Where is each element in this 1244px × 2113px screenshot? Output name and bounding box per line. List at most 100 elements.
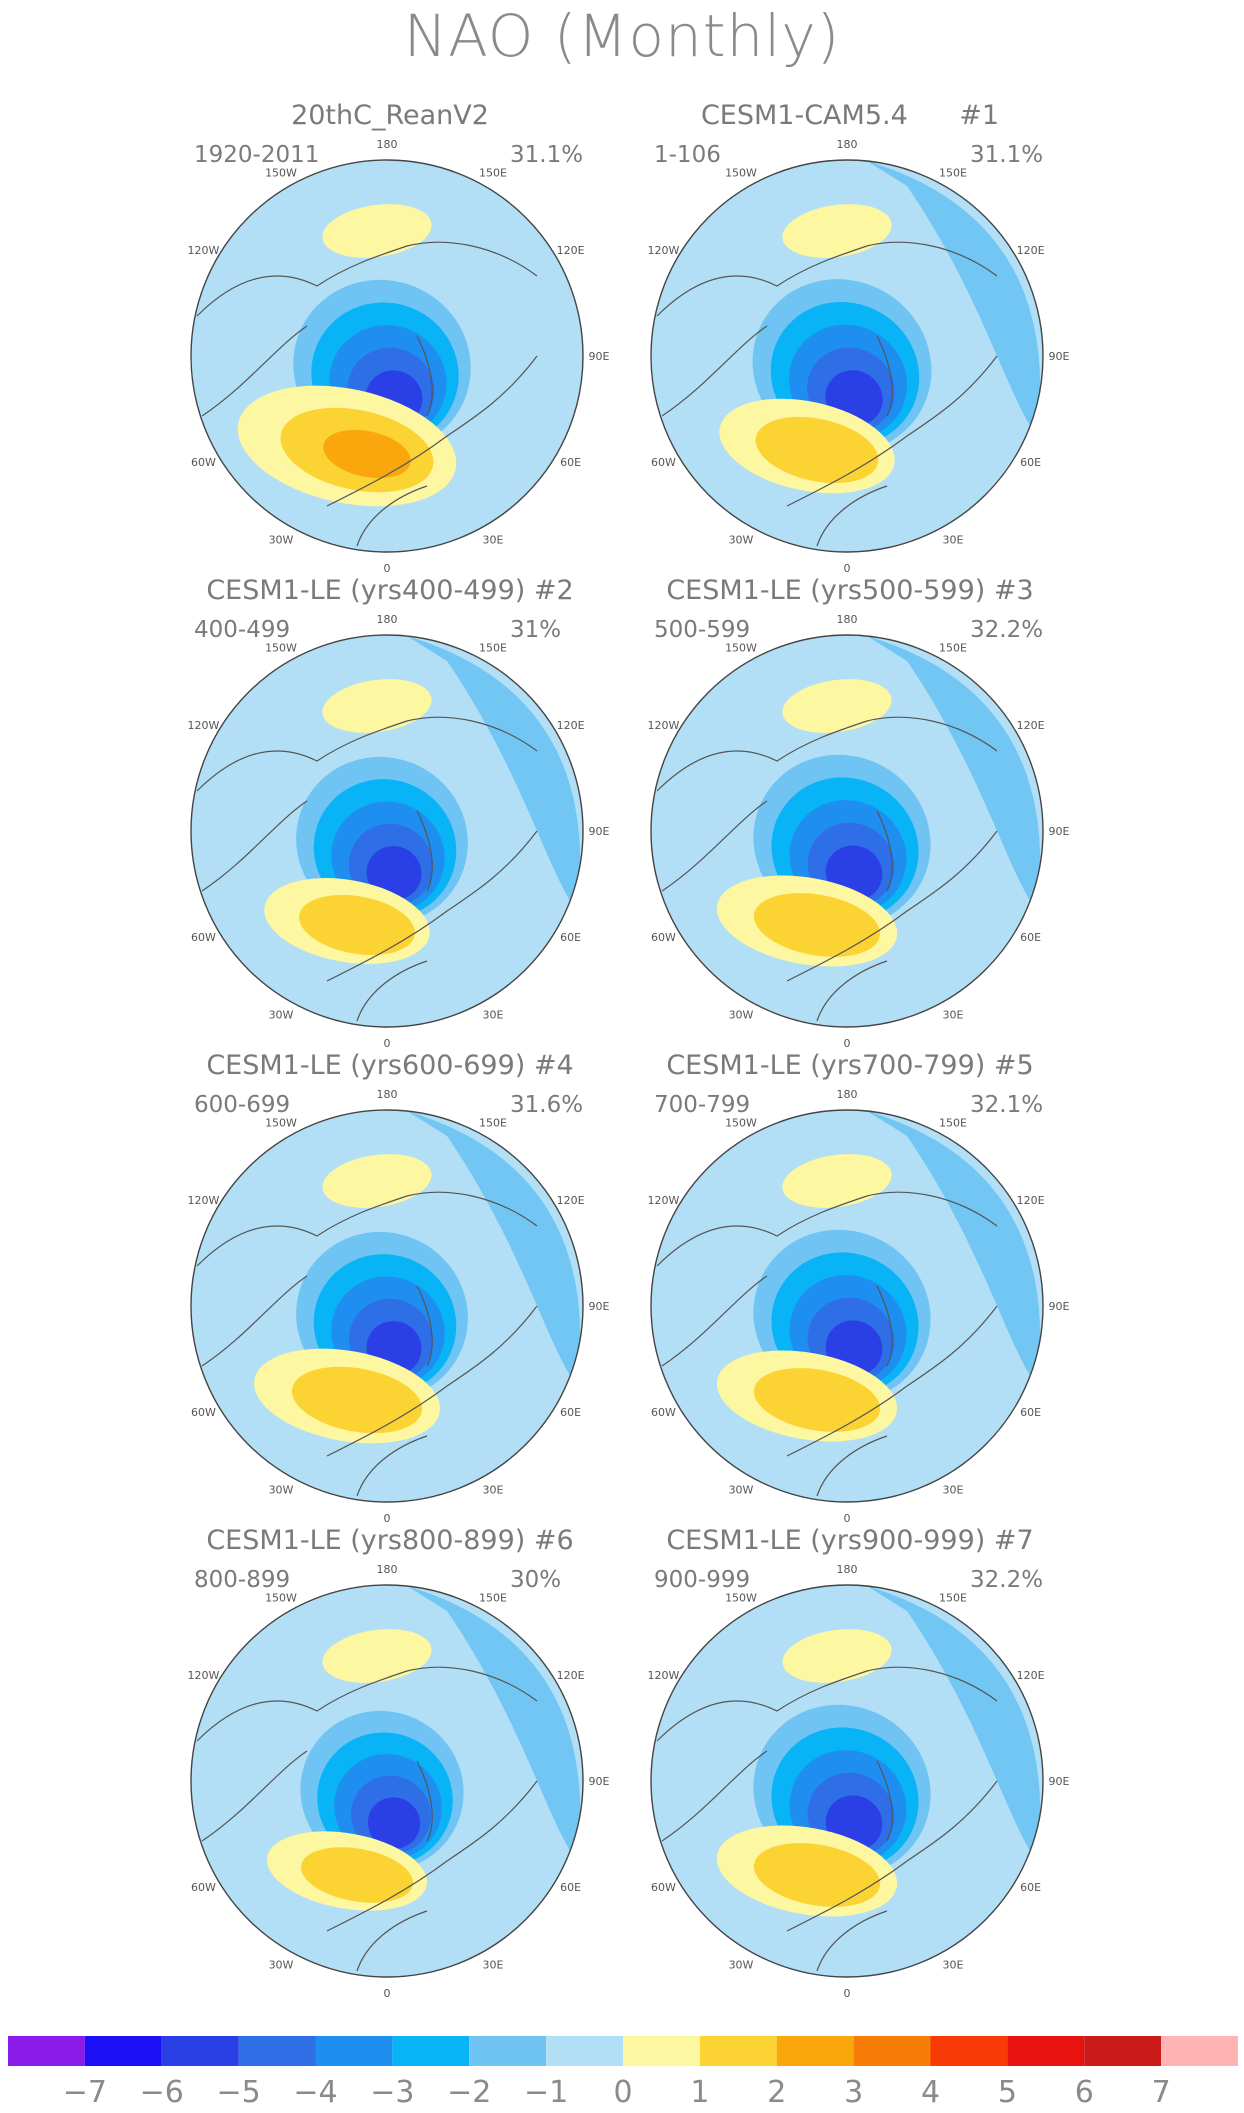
pacific-positive-center xyxy=(322,1629,432,1683)
atlantic-positive-contour xyxy=(753,1843,881,1907)
longitude-label: 120W xyxy=(187,244,219,257)
coastline xyxy=(326,1780,538,1932)
map-panel: 180 150E 120E 90E 60E 30E 0 30W 60W 90W 120W 150W CE… xyxy=(187,575,750,1050)
longitude-label: 60E xyxy=(1020,1881,1041,1894)
map-boundary xyxy=(190,1584,584,1978)
map-panel: 180 150E 120E 90E 60E 30E 0 30W 60W 90W 120W 150W CE… xyxy=(647,1525,1210,2000)
coastline xyxy=(326,1305,538,1457)
longitude-label: 150W xyxy=(725,166,757,179)
longitude-label: 60W xyxy=(191,1881,216,1894)
coastline xyxy=(356,1910,428,1972)
coastline xyxy=(786,355,998,507)
longitude-label: 90E xyxy=(589,350,610,363)
coastline xyxy=(416,1285,433,1367)
longitude-label: 120W xyxy=(647,1194,679,1207)
longitude-label: 180 xyxy=(837,1088,858,1101)
polar-map: 180 150E 120E 90E 60E 30E 0 30W 60W 90W 120W 150W xyxy=(187,1088,610,1525)
coastline xyxy=(326,355,538,507)
colorbar-tick-label: 5 xyxy=(998,2075,1017,2106)
colorbar-swatch xyxy=(469,2036,547,2066)
longitude-label: 60E xyxy=(560,1406,581,1419)
colorbar-swatch xyxy=(8,2036,85,2066)
colorbar-swatch xyxy=(546,2036,623,2066)
coastline xyxy=(326,830,538,982)
colorbar-swatch xyxy=(776,2036,854,2066)
longitude-label: 30W xyxy=(729,534,754,547)
coastline xyxy=(656,1666,998,1742)
polar-map: 180 150E 120E 90E 60E 30E 0 30W 60W 90W 120W 150W xyxy=(187,1563,610,2000)
longitude-label: 120E xyxy=(557,719,585,732)
longitude-label: 30E xyxy=(943,1009,964,1022)
colorbar-tick-label: −7 xyxy=(63,2075,107,2106)
longitude-label: 90W xyxy=(187,350,188,363)
map-boundary xyxy=(190,1109,584,1503)
colorbar-swatch xyxy=(623,2036,700,2066)
longitude-label: 120W xyxy=(187,719,219,732)
longitude-label: 90W xyxy=(187,1775,188,1788)
pacific-positive-center xyxy=(782,1629,892,1683)
colorbar-tick-label: −5 xyxy=(217,2075,261,2106)
panel-title: CESM1-LE (yrs700-799) #5 xyxy=(666,1050,1034,1081)
coastline xyxy=(876,810,893,892)
panel-variance-percent: 30% xyxy=(510,1567,562,1593)
longitude-label: 120E xyxy=(1017,1669,1045,1682)
pacific-positive-center xyxy=(782,679,892,733)
colorbar-swatch xyxy=(1084,2036,1162,2066)
panel-title: CESM1-LE (yrs800-899) #6 xyxy=(206,1525,574,1556)
longitude-label: 180 xyxy=(377,138,398,151)
longitude-label: 30W xyxy=(269,1959,294,1972)
panel-variance-percent: 31.1% xyxy=(510,142,584,168)
longitude-label: 90E xyxy=(1049,350,1070,363)
longitude-label: 150W xyxy=(265,166,297,179)
arctic-negative-contour xyxy=(366,846,422,900)
panel-years: 1-106 xyxy=(654,142,721,168)
longitude-label: 180 xyxy=(377,613,398,626)
panel-years: 800-899 xyxy=(194,1567,291,1593)
longitude-label: 120W xyxy=(187,1669,219,1682)
colorbar-swatch xyxy=(699,2036,777,2066)
coastline xyxy=(661,800,768,892)
longitude-label: 180 xyxy=(837,1563,858,1576)
map-panel: 180 150E 120E 90E 60E 30E 0 30W 60W 90W 120W 150W 20… xyxy=(187,100,750,575)
atlantic-positive-contour xyxy=(755,416,879,484)
coastline xyxy=(816,1910,888,1972)
coastline xyxy=(661,1275,768,1367)
coastline xyxy=(201,1275,308,1367)
panel-variance-percent: 32.1% xyxy=(970,1092,1044,1118)
longitude-label: 0 xyxy=(844,562,851,575)
longitude-label: 150E xyxy=(479,1591,507,1604)
longitude-label: 180 xyxy=(377,1088,398,1101)
pacific-positive-center xyxy=(322,1154,432,1208)
coastline xyxy=(196,1666,538,1742)
coastline xyxy=(786,1780,998,1932)
colorbar-tick-label: 0 xyxy=(613,2075,632,2106)
colorbar-swatch xyxy=(161,2036,239,2066)
longitude-label: 150W xyxy=(265,1591,297,1604)
longitude-label: 60W xyxy=(191,456,216,469)
coastline xyxy=(786,830,998,982)
panel-years: 700-799 xyxy=(654,1092,751,1118)
longitude-label: 0 xyxy=(384,1512,391,1525)
colorbar-tick-label: −3 xyxy=(370,2075,414,2106)
coastline xyxy=(356,1435,428,1497)
longitude-label: 120W xyxy=(187,1194,219,1207)
page-title: NAO (Monthly) xyxy=(403,2,841,70)
longitude-label: 90E xyxy=(1049,825,1070,838)
colorbar-tick-label: 4 xyxy=(921,2075,940,2106)
atlantic-positive-contour xyxy=(299,894,415,956)
colorbar-tick-label: 3 xyxy=(844,2075,863,2106)
longitude-label: 0 xyxy=(384,562,391,575)
coastline xyxy=(661,1750,768,1842)
coastline xyxy=(201,800,308,892)
atlantic-positive-contour xyxy=(291,1366,423,1434)
colorbar-tick-label: 6 xyxy=(1075,2075,1094,2106)
panel-title: CESM1-LE (yrs900-999) #7 xyxy=(666,1525,1034,1556)
longitude-label: 30E xyxy=(483,1959,504,1972)
longitude-label: 30W xyxy=(269,1009,294,1022)
longitude-label: 60W xyxy=(191,1406,216,1419)
panel-years: 400-499 xyxy=(194,617,291,643)
longitude-label: 60W xyxy=(651,1406,676,1419)
longitude-label: 60W xyxy=(651,456,676,469)
longitude-label: 60W xyxy=(651,1881,676,1894)
colorbar-tick-label: −1 xyxy=(524,2075,568,2106)
